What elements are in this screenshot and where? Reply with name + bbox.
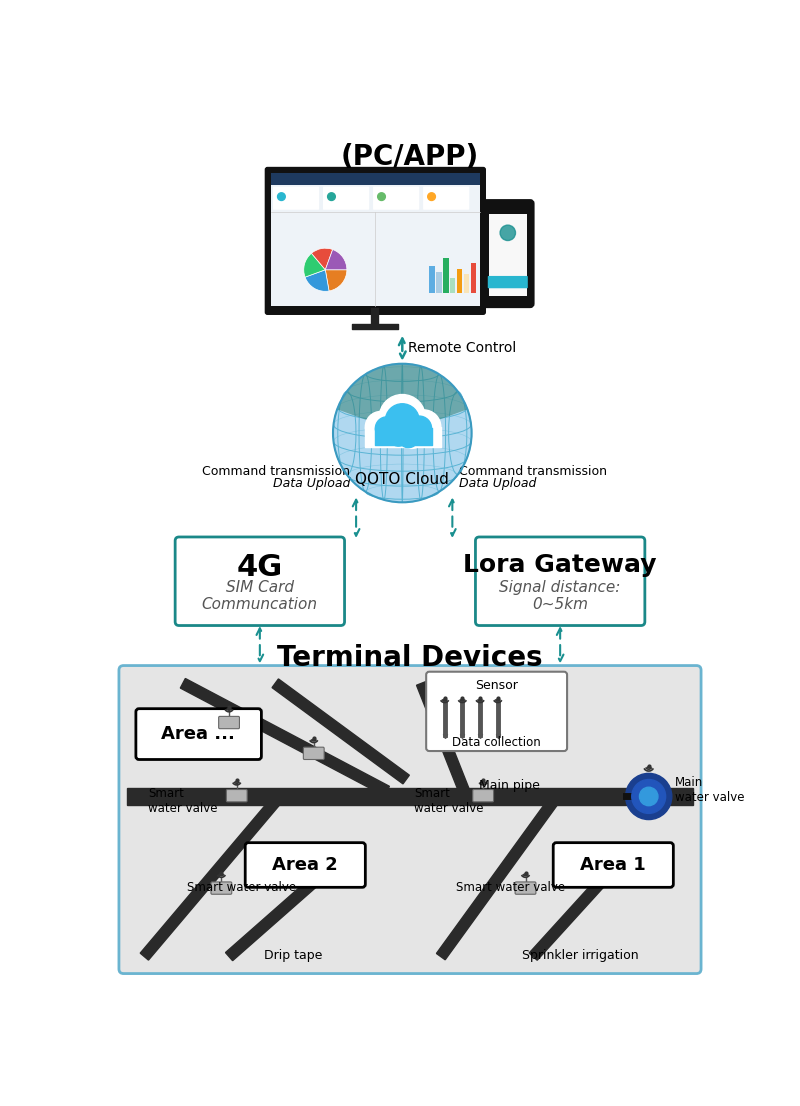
FancyBboxPatch shape bbox=[489, 215, 527, 296]
FancyBboxPatch shape bbox=[473, 790, 494, 802]
FancyBboxPatch shape bbox=[426, 671, 567, 751]
Polygon shape bbox=[127, 787, 693, 805]
Circle shape bbox=[379, 395, 426, 440]
Text: Remote Control: Remote Control bbox=[409, 342, 517, 355]
Circle shape bbox=[375, 417, 398, 440]
Text: Data collection: Data collection bbox=[452, 737, 541, 749]
Bar bbox=[450, 278, 455, 293]
Polygon shape bbox=[226, 868, 329, 961]
Circle shape bbox=[500, 226, 515, 240]
Circle shape bbox=[626, 773, 672, 820]
Circle shape bbox=[381, 419, 409, 447]
FancyBboxPatch shape bbox=[303, 748, 324, 760]
Wedge shape bbox=[304, 253, 326, 278]
Text: Main
water valve: Main water valve bbox=[675, 776, 744, 804]
Circle shape bbox=[386, 404, 419, 438]
Text: Drip tape: Drip tape bbox=[264, 949, 322, 961]
Wedge shape bbox=[311, 248, 333, 270]
FancyBboxPatch shape bbox=[246, 843, 366, 887]
Bar bbox=[471, 263, 476, 293]
Wedge shape bbox=[326, 270, 347, 291]
Circle shape bbox=[278, 192, 286, 200]
FancyBboxPatch shape bbox=[273, 187, 319, 210]
Circle shape bbox=[328, 192, 335, 200]
Text: (PC/APP): (PC/APP) bbox=[341, 144, 479, 171]
Text: Main pipe: Main pipe bbox=[479, 780, 540, 792]
Circle shape bbox=[398, 428, 418, 448]
FancyBboxPatch shape bbox=[119, 666, 701, 973]
Polygon shape bbox=[180, 678, 390, 796]
FancyBboxPatch shape bbox=[323, 187, 369, 210]
Polygon shape bbox=[140, 794, 283, 960]
FancyBboxPatch shape bbox=[373, 187, 419, 210]
FancyBboxPatch shape bbox=[270, 173, 480, 185]
Text: Smart
water valve: Smart water valve bbox=[148, 787, 218, 815]
Circle shape bbox=[407, 410, 441, 444]
Circle shape bbox=[389, 426, 409, 446]
Text: Area 1: Area 1 bbox=[581, 856, 646, 874]
Bar bbox=[436, 272, 442, 293]
Wedge shape bbox=[326, 250, 347, 270]
FancyBboxPatch shape bbox=[488, 275, 528, 289]
FancyBboxPatch shape bbox=[515, 881, 536, 895]
Circle shape bbox=[366, 411, 396, 442]
Text: Smart
water valve: Smart water valve bbox=[414, 787, 483, 815]
Circle shape bbox=[398, 420, 426, 448]
Circle shape bbox=[639, 787, 658, 805]
Polygon shape bbox=[417, 681, 469, 792]
Text: Data Upload: Data Upload bbox=[273, 477, 350, 490]
Text: Command transmission: Command transmission bbox=[202, 465, 350, 478]
Bar bbox=[457, 269, 462, 293]
FancyBboxPatch shape bbox=[136, 709, 262, 760]
FancyBboxPatch shape bbox=[475, 538, 645, 626]
Polygon shape bbox=[272, 679, 410, 784]
FancyBboxPatch shape bbox=[218, 717, 239, 729]
Wedge shape bbox=[305, 270, 329, 291]
Text: SIM Card
Communcation: SIM Card Communcation bbox=[202, 580, 318, 613]
Bar bbox=[464, 274, 470, 293]
Bar bbox=[430, 265, 434, 293]
Text: Command transmission: Command transmission bbox=[458, 465, 606, 478]
Polygon shape bbox=[437, 794, 561, 960]
FancyBboxPatch shape bbox=[226, 790, 247, 802]
Text: Smart water valve: Smart water valve bbox=[456, 880, 566, 894]
Bar bbox=[443, 258, 449, 293]
Text: Area 2: Area 2 bbox=[273, 856, 338, 874]
Text: Smart water valve: Smart water valve bbox=[186, 880, 296, 894]
Text: Area ...: Area ... bbox=[162, 726, 235, 743]
FancyBboxPatch shape bbox=[270, 185, 480, 306]
Text: 4G: 4G bbox=[237, 553, 283, 582]
Circle shape bbox=[407, 416, 431, 440]
FancyBboxPatch shape bbox=[175, 538, 345, 626]
FancyBboxPatch shape bbox=[266, 169, 484, 313]
Circle shape bbox=[378, 192, 386, 200]
Text: Terminal Devices: Terminal Devices bbox=[277, 644, 543, 671]
Wedge shape bbox=[337, 364, 467, 434]
Polygon shape bbox=[530, 868, 614, 960]
Text: QOTO Cloud: QOTO Cloud bbox=[355, 472, 450, 487]
Text: Data Upload: Data Upload bbox=[458, 477, 536, 490]
Text: Lora Gateway: Lora Gateway bbox=[463, 553, 657, 577]
FancyBboxPatch shape bbox=[482, 200, 534, 306]
Circle shape bbox=[428, 192, 435, 200]
Text: Signal distance:
0~5km: Signal distance: 0~5km bbox=[499, 580, 621, 613]
FancyBboxPatch shape bbox=[423, 187, 470, 210]
Text: Sprinkler irrigation: Sprinkler irrigation bbox=[522, 949, 638, 961]
FancyBboxPatch shape bbox=[554, 843, 674, 887]
Text: Sensor: Sensor bbox=[475, 679, 518, 692]
FancyBboxPatch shape bbox=[211, 881, 232, 895]
Circle shape bbox=[632, 780, 666, 813]
Circle shape bbox=[333, 364, 472, 502]
